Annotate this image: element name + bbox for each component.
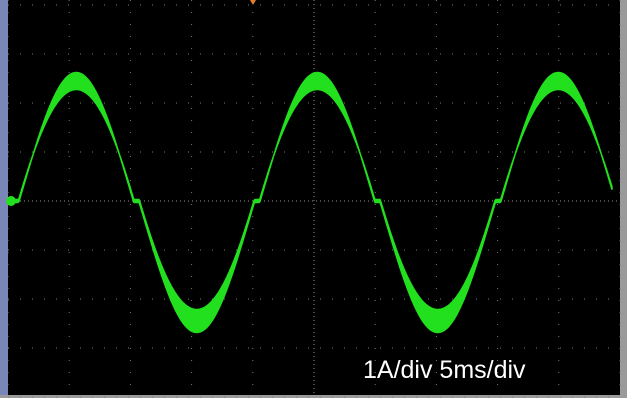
ground-marker: [6, 196, 16, 206]
scale-annotation: 1A/div 5ms/div: [363, 356, 526, 384]
bottom-border: [0, 395, 627, 398]
right-border: [620, 0, 627, 398]
left-border: [0, 0, 8, 398]
trigger-marker: [250, 0, 256, 5]
waveform: [15, 71, 613, 334]
